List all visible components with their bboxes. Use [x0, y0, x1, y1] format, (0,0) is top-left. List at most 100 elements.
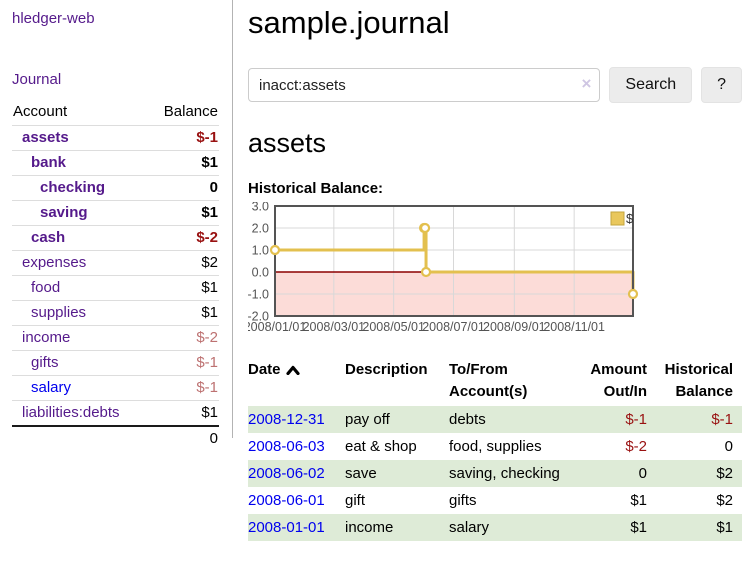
y-axis-tick-label: -2.0	[248, 310, 269, 324]
search-box: ×	[248, 68, 601, 102]
register-row: 2008-01-01 income salary $1 $1	[248, 514, 742, 541]
account-row: supplies $1	[12, 300, 219, 326]
account-balance: $-2	[147, 325, 219, 351]
legend-swatch	[610, 211, 625, 226]
sidebar-account-link[interactable]: checking	[40, 179, 106, 196]
register-table: Date Description To/From Account(s) Amou…	[248, 356, 742, 541]
app: hledger-web Journal Account Balance asse…	[0, 0, 742, 541]
historical-balance-chart[interactable]: 2008/01/01 2008/03/01 2008/05/01 2008/07/01…	[244, 200, 742, 344]
transaction-date-link[interactable]: 2008-12-31	[248, 411, 325, 428]
transaction-date-link[interactable]: 2008-06-02	[248, 465, 325, 482]
account-balance: $-1	[147, 375, 219, 401]
accounts-header-row: Account Balance	[12, 103, 219, 126]
transaction-accounts: saving, checking	[449, 460, 567, 487]
data-point-marker	[269, 244, 281, 256]
account-row: food $1	[12, 275, 219, 301]
chart-svg: 2008/01/012008/03/012008/05/012008/07/01…	[244, 200, 639, 334]
transaction-description: eat & shop	[345, 438, 417, 455]
transaction-accounts: debts	[449, 406, 567, 433]
account-balance: $-1	[147, 125, 219, 151]
sort-up-icon	[285, 360, 300, 382]
transaction-amount: $-2	[625, 438, 647, 455]
account-row: liabilities:debts $1	[12, 400, 219, 426]
transaction-balance: $2	[647, 460, 742, 487]
account-row: checking 0	[12, 175, 219, 201]
register-header-row: Date Description To/From Account(s) Amou…	[248, 356, 742, 406]
y-axis-tick-label: 3.0	[252, 202, 269, 214]
register-row: 2008-06-01 gift gifts $1 $2	[248, 487, 742, 514]
sidebar-account-link[interactable]: supplies	[31, 304, 87, 321]
y-axis-tick-label: 0.0	[252, 266, 269, 280]
transaction-amount: 0	[567, 460, 647, 487]
transaction-description: save	[345, 460, 449, 487]
clear-search-icon[interactable]: ×	[581, 74, 592, 93]
legend-label: $	[626, 211, 634, 226]
register-header-balance: Historical Balance	[664, 361, 733, 400]
page-title: sample.journal	[248, 5, 450, 40]
account-balance: $-2	[147, 225, 219, 251]
transaction-description: income	[345, 514, 449, 541]
account-row: saving $1	[12, 200, 219, 226]
transaction-balance: $-1	[647, 406, 742, 433]
account-row: bank $1	[12, 150, 219, 176]
sidebar-account-link[interactable]: gifts	[31, 354, 59, 371]
y-axis-tick-label: 1.0	[252, 244, 269, 258]
transaction-description: gift	[345, 492, 366, 509]
sidebar-account-link[interactable]: liabilities:debts	[22, 404, 120, 421]
help-button[interactable]: ?	[701, 67, 742, 103]
y-axis-tick-label: -1.0	[248, 288, 269, 302]
account-row: assets $-1	[12, 125, 219, 151]
sidebar-account-link[interactable]: assets	[22, 129, 69, 146]
account-balance: $1	[147, 200, 219, 226]
register-header-accounts: To/From Account(s)	[449, 361, 528, 400]
search-form: × Search ?	[248, 67, 742, 103]
account-row: salary $-1	[12, 375, 219, 401]
account-balance: $1	[147, 300, 219, 326]
transaction-date-link[interactable]: 2008-06-03	[248, 438, 325, 455]
account-balance: $2	[147, 250, 219, 276]
account-row: expenses $2	[12, 250, 219, 276]
sidebar-account-link[interactable]: food	[31, 279, 61, 296]
account-balance: $1	[147, 150, 219, 176]
data-point-marker	[627, 288, 639, 300]
y-axis-tick-label: 2.0	[252, 222, 269, 236]
transaction-accounts: gifts	[449, 492, 477, 509]
app-title-link[interactable]: hledger-web	[12, 10, 95, 27]
account-balance: 0	[147, 175, 219, 201]
transaction-amount: $1	[567, 514, 647, 541]
chart-border	[274, 205, 634, 317]
transaction-accounts: salary	[449, 514, 567, 541]
account-row: cash $-2	[12, 225, 219, 251]
transaction-balance: $2	[716, 492, 733, 509]
account-heading: assets	[248, 128, 327, 158]
sidebar-account-link[interactable]: bank	[31, 154, 67, 171]
register-header-date[interactable]: Date	[248, 356, 345, 406]
sidebar: hledger-web Journal Account Balance asse…	[0, 0, 233, 451]
accounts-header-account: Account	[13, 103, 68, 120]
register-header-amount: Amount Out/In	[590, 361, 647, 400]
sidebar-account-link[interactable]: income	[22, 329, 71, 346]
search-input[interactable]	[248, 68, 601, 102]
sidebar-account-link[interactable]: expenses	[22, 254, 87, 271]
search-button[interactable]: Search	[609, 67, 693, 103]
sidebar-account-link[interactable]: cash	[31, 229, 66, 246]
main-content: sample.journal × Search ? assets Histori…	[233, 0, 742, 541]
transaction-date-link[interactable]: 2008-01-01	[248, 519, 325, 536]
accounts-table: Account Balance assets $-1 bank $1 checking 0…	[12, 103, 219, 451]
transaction-date-link[interactable]: 2008-06-01	[248, 492, 325, 509]
account-balance: $-1	[147, 350, 219, 376]
register-row: 2008-06-02 save saving, checking 0 $2	[248, 460, 742, 487]
register-row: 2008-06-03 eat & shop food, supplies $-2 0	[248, 433, 742, 460]
x-axis-tick-label: 2008/01/01	[248, 320, 306, 334]
sidebar-account-link[interactable]: salary	[31, 379, 72, 396]
sidebar-account-link[interactable]: saving	[40, 204, 88, 221]
transaction-amount: $1	[630, 492, 647, 509]
accounts-total-spacer	[12, 425, 148, 451]
accounts-total-value: 0	[147, 425, 219, 451]
transaction-amount: $-1	[567, 406, 647, 433]
account-balance: $1	[147, 400, 219, 426]
sidebar-item-journal[interactable]: Journal	[12, 71, 62, 88]
x-axis-tick-label: 2008/03/01	[303, 320, 366, 334]
data-point-marker	[420, 266, 432, 278]
account-balance: $1	[147, 275, 219, 301]
